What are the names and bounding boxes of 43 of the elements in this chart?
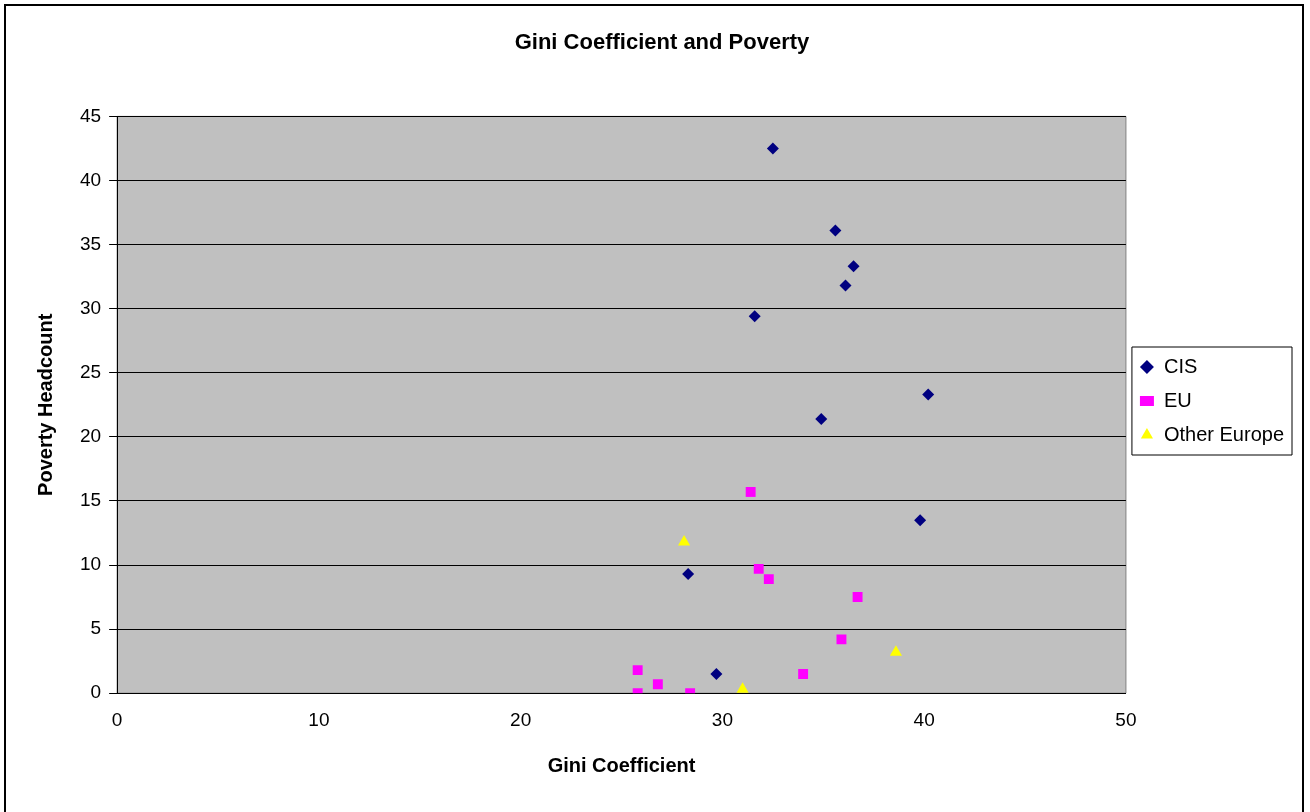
- y-tick-label: 10: [79, 553, 102, 575]
- x-tick-label: 50: [1115, 708, 1137, 730]
- point: [847, 260, 860, 273]
- point: [815, 412, 828, 425]
- point: [748, 310, 761, 323]
- x-axis-title: Gini Coefficient: [547, 753, 696, 776]
- y-tick-label: 40: [79, 168, 102, 190]
- x-tick-label: 40: [913, 708, 935, 730]
- point: [652, 679, 663, 690]
- x-tick-label: 20: [510, 708, 532, 730]
- legend-label: Other Europe: [1163, 422, 1285, 445]
- y-tick-label: 5: [90, 617, 102, 639]
- point: [836, 634, 847, 645]
- point: [745, 487, 756, 497]
- x-tick-label: 10: [308, 708, 330, 730]
- point: [763, 574, 774, 585]
- point: [678, 534, 691, 546]
- point: [736, 682, 749, 693]
- point: [710, 667, 723, 680]
- point: [682, 568, 695, 580]
- y-tick-label: 25: [79, 360, 102, 382]
- point: [889, 645, 902, 656]
- legend-label: CIS: [1163, 354, 1198, 377]
- y-tick-label: 30: [79, 296, 102, 318]
- legend-label: EU: [1163, 388, 1192, 411]
- x-tick-label: 0: [111, 708, 123, 730]
- point: [632, 665, 643, 676]
- point: [753, 563, 764, 574]
- point: [798, 669, 809, 679]
- chart-title: Gini Coefficient and Poverty: [514, 29, 811, 55]
- y-tick-label: 35: [79, 232, 102, 254]
- y-tick-label: 20: [79, 425, 102, 447]
- point: [829, 224, 842, 237]
- point: [766, 142, 779, 155]
- point: [852, 592, 863, 603]
- y-tick-label: 0: [90, 681, 102, 703]
- point: [914, 514, 927, 527]
- point: [922, 388, 935, 401]
- x-tick-label: 30: [711, 708, 733, 730]
- y-tick-label: 15: [79, 489, 102, 511]
- y-axis-title: Poverty Headcount: [33, 313, 56, 496]
- point: [839, 279, 852, 292]
- y-tick-label: 45: [79, 104, 102, 126]
